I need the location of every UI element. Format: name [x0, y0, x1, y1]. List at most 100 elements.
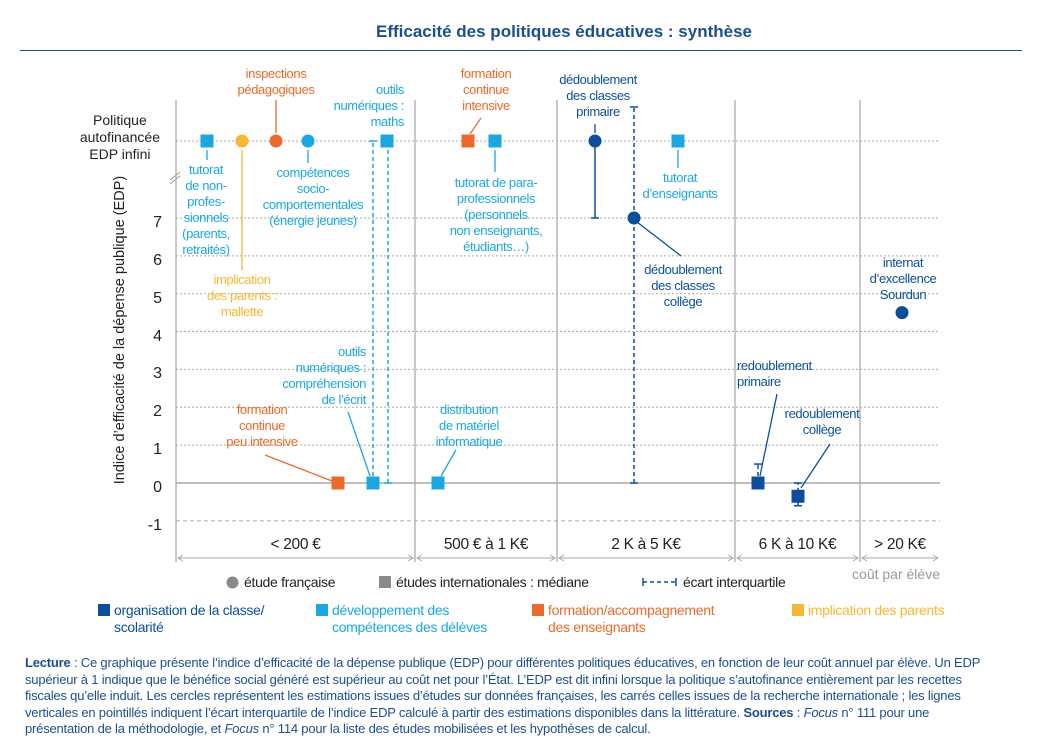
data-point-circle	[895, 306, 909, 320]
point-label-line: primaire	[576, 104, 620, 119]
point-label-line: d’enseignants	[642, 186, 718, 201]
arrow-head	[932, 554, 939, 562]
data-point-square	[791, 489, 805, 503]
color-swatch-icon	[792, 604, 804, 616]
point-label-line: de non-	[185, 178, 227, 193]
point-label-line: maths	[370, 114, 405, 129]
data-point-circle	[588, 134, 602, 148]
legend-circle: étude française	[226, 574, 336, 590]
data-point-circle	[235, 134, 249, 148]
data-point-square	[366, 476, 380, 490]
point-label-line: numériques :	[295, 360, 367, 375]
point-label: tutorat d’enseignants	[642, 170, 717, 202]
arrow-head	[736, 554, 743, 562]
point-label-line: compétences	[276, 165, 350, 180]
leader-line	[759, 393, 778, 477]
arrow-head	[727, 554, 734, 562]
point-label-line: sionnels	[183, 210, 229, 225]
arrow-head	[852, 554, 859, 562]
point-label-line: étudiants…)	[463, 239, 529, 254]
leader-line	[636, 221, 682, 257]
sources-text-2: n° 114 pour la liste des études mobilisé…	[258, 721, 651, 736]
group-legend-item: organisation de la classe/scolarité	[98, 602, 264, 636]
point-label-line: comportementales	[262, 197, 364, 212]
y-tick-label: 3	[153, 365, 162, 383]
arrow-head	[549, 554, 556, 562]
y-axis-title: Indice d’efficacité de la dépense publiq…	[112, 175, 128, 485]
group-legend-label: formation/accompagnement des enseignants	[548, 602, 715, 635]
data-point-circle	[269, 134, 283, 148]
infinite-row-label: Politique autofinancée EDP infini	[79, 112, 160, 162]
title-divider	[20, 50, 1022, 51]
focus-ref-2: Focus	[224, 721, 260, 736]
point-label-line: Sourdun	[879, 287, 927, 302]
point-label-line: outils	[376, 82, 404, 97]
point-label-line: socio-	[296, 181, 330, 196]
point-label: compétences socio-comportementales (énergi…	[263, 165, 364, 229]
y-tick-label: 1	[153, 441, 162, 459]
axis-break-mark	[169, 171, 181, 181]
y-tick-label: 5	[153, 289, 162, 307]
sources-sep: :	[793, 704, 804, 720]
category-label: 500 € à 1 K€	[443, 536, 529, 553]
point-label-line: outils	[338, 344, 366, 359]
category-label: 2 K à 5 K€	[611, 536, 681, 553]
point-label-line: internat	[882, 255, 924, 270]
point-label: inspections pédagogiques	[238, 66, 315, 98]
category-label: 6 K à 10 K€	[758, 536, 837, 553]
data-point-circle	[627, 211, 641, 225]
y-tick-label: 6	[153, 251, 162, 269]
point-label-line: des parents :	[207, 288, 277, 303]
point-label: formation continue intensive	[461, 66, 512, 114]
point-label-line: des classes	[566, 88, 630, 103]
lecture-text: : Ce graphique présente l’indice d’effic…	[25, 655, 980, 720]
y-tick-label: 7	[153, 213, 162, 231]
point-label: outils numériques : compréhension de l’écri…	[282, 344, 366, 408]
point-label-line: tutorat de para-	[454, 175, 538, 190]
point-label-line: dédoublement	[644, 262, 722, 277]
reading-note: Lecture : Ce graphique présente l’indice…	[25, 655, 1000, 738]
legend-iqr-label: écart interquartile	[683, 574, 786, 590]
point-label-line: informatique	[435, 434, 503, 449]
leader-line	[469, 117, 482, 135]
data-point-square	[751, 476, 765, 490]
point-label: redoublement collège	[785, 406, 860, 438]
lecture-label: Lecture	[25, 655, 71, 670]
point-label-line: intensive	[462, 98, 510, 113]
point-label-line: redoublement	[784, 406, 860, 421]
point-label-line: tutorat	[188, 162, 224, 177]
data-point-square	[331, 476, 345, 490]
x-axis-title: coût par élève	[852, 566, 940, 582]
point-label: redoublement primaire	[737, 358, 812, 390]
data-point-square	[488, 134, 502, 148]
legend-square: études internationales : médiane	[379, 574, 589, 590]
arrow-head	[558, 554, 565, 562]
legend-circle-label: étude française	[244, 574, 336, 590]
color-swatch-icon	[316, 604, 328, 616]
point-label-line: retraités)	[182, 242, 230, 257]
arrow-head	[177, 554, 184, 562]
arrow-head	[861, 554, 868, 562]
point-label: dédoublement des classes collège	[644, 262, 722, 310]
data-point-square	[431, 476, 445, 490]
point-label-line: professionnels	[456, 191, 536, 206]
point-label: distribution de matériel informatique	[436, 402, 503, 450]
data-point-square	[671, 134, 685, 148]
legend-iqr: écart interquartile	[642, 574, 786, 590]
leader-line	[264, 454, 333, 482]
square-icon	[379, 576, 391, 588]
group-legend-item: développement des compétences des délèves	[316, 602, 487, 636]
arrow-head	[407, 554, 414, 562]
point-label-line: (parents,	[182, 226, 230, 241]
group-legend-item: formation/accompagnement des enseignants	[532, 602, 715, 636]
group-legend-item: implication des parents	[792, 602, 945, 619]
legend-square-label: études internationales : médiane	[396, 574, 589, 590]
point-label-line: (énergie jeunes)	[269, 213, 357, 228]
leader-line	[800, 443, 831, 489]
category-label: > 20 K€	[874, 536, 926, 553]
iqr-icon	[642, 578, 677, 586]
point-label-line: pédagogiques	[237, 82, 315, 97]
point-label-line: formation	[460, 66, 512, 81]
leader-line	[347, 411, 371, 477]
